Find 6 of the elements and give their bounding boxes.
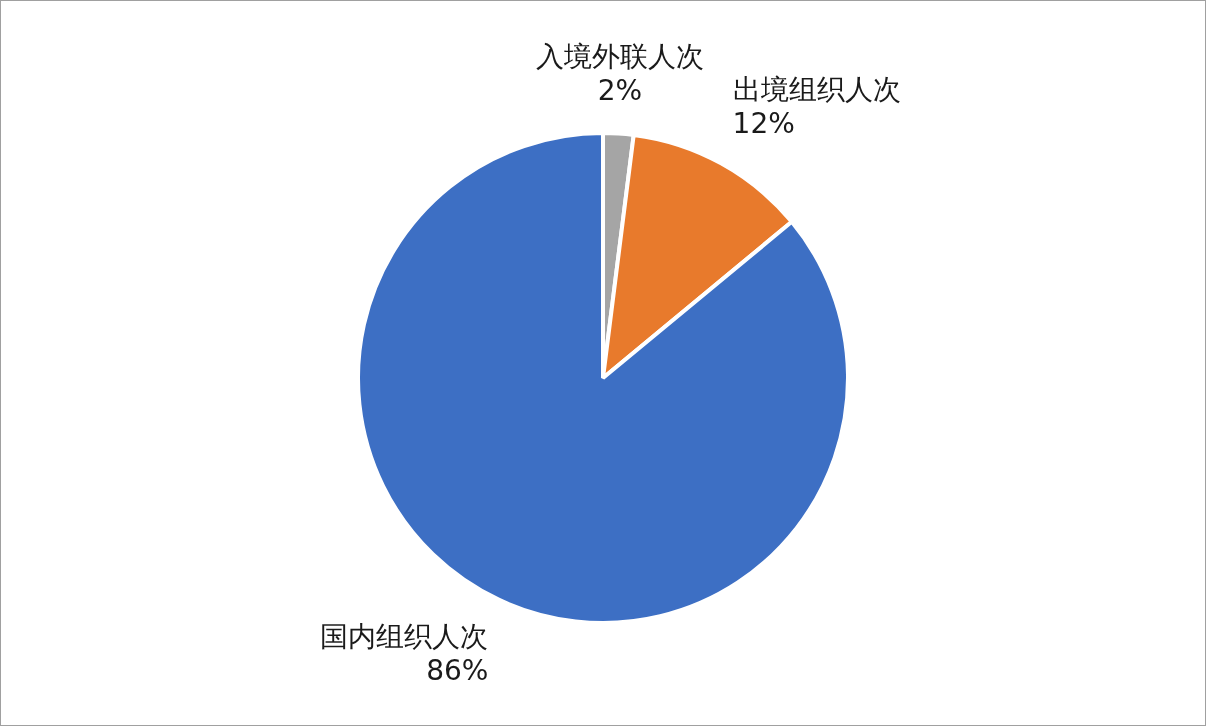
data-label: 86%	[426, 653, 489, 687]
slice-label: 出境组织人次	[732, 72, 901, 106]
data-label: 2%	[597, 73, 643, 107]
slice-label: 国内组织人次	[320, 619, 489, 653]
data-label: 12%	[732, 106, 795, 140]
slice-label: 入境外联人次	[535, 39, 704, 73]
